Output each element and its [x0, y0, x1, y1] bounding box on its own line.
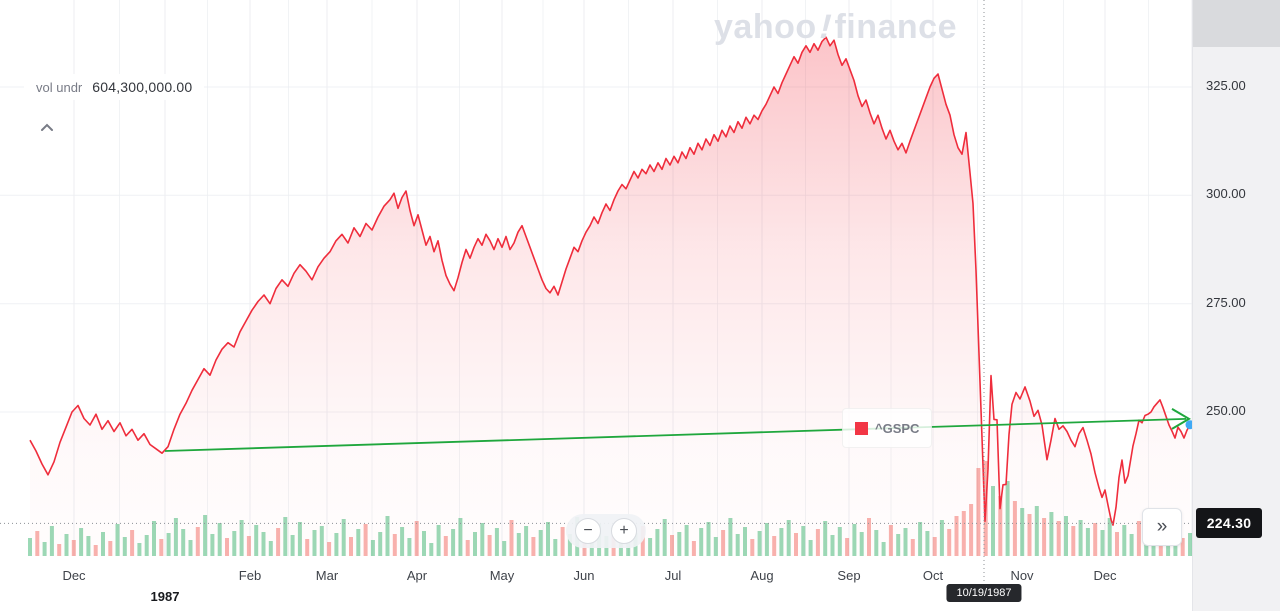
x-axis-label: Dec — [62, 568, 86, 583]
y-axis-label: 300.00 — [1206, 186, 1246, 202]
indicator-legend[interactable]: vol undr 604,300,000.00 — [24, 74, 205, 100]
scroll-to-latest-button[interactable]: » — [1142, 508, 1182, 546]
x-axis-label: Aug — [750, 568, 774, 583]
watermark-finance: finance — [834, 8, 957, 46]
x-axis-label: Dec — [1093, 568, 1117, 583]
current-price-dot — [1185, 420, 1192, 430]
double-chevron-right-icon: » — [1156, 516, 1168, 537]
series-marker-icon — [855, 421, 868, 435]
x-axis-label: May — [489, 568, 515, 583]
crosshair-price-badge: 224.30 — [1196, 508, 1262, 539]
time-axis[interactable]: Dec 1987 Feb Mar Apr May Jun Jul Aug Sep Oct Nov Dec — [0, 560, 1192, 611]
zoom-in-button[interactable]: + — [611, 518, 637, 544]
x-axis-label: Mar — [315, 568, 339, 583]
series-label-gspc[interactable]: ^GSPC — [842, 408, 933, 448]
minus-icon: − — [583, 522, 593, 539]
price-axis[interactable]: 224.30 325.00 300.00 275.00 250.00 — [1192, 0, 1280, 611]
crosshair-date-badge: 10/19/1987 — [946, 584, 1022, 602]
zoom-controls: − + — [566, 514, 646, 548]
yahoo-finance-watermark: yahoo!finance — [714, 8, 957, 47]
arrow-right-icon — [1171, 408, 1191, 430]
price-series — [29, 36, 1191, 556]
plus-icon: + — [619, 522, 629, 539]
indicator-name: vol undr — [36, 79, 83, 95]
trend-line-drawing[interactable] — [164, 408, 1191, 452]
x-axis-label: Oct — [922, 568, 944, 583]
x-axis-label: Feb — [238, 568, 262, 583]
x-axis-label: Jul — [664, 568, 682, 583]
y-axis-label: 275.00 — [1206, 294, 1246, 310]
y-axis-label: 325.00 — [1206, 78, 1246, 93]
collapse-indicator-button[interactable] — [38, 120, 56, 134]
series-symbol: ^GSPC — [875, 420, 920, 436]
y-axis-label: 250.00 — [1206, 403, 1246, 418]
x-axis-label: Nov — [1010, 568, 1034, 583]
x-axis-label: Sep — [837, 568, 861, 583]
indicator-value: 604,300,000.00 — [92, 79, 193, 95]
chevron-up-icon — [41, 123, 53, 131]
watermark-yahoo: yahoo — [714, 8, 817, 46]
x-axis-label: Jun — [573, 568, 595, 583]
x-axis-year-label: 1987 — [150, 589, 180, 604]
x-axis-label: Apr — [406, 568, 428, 583]
axis-corner — [1193, 0, 1280, 47]
zoom-out-button[interactable]: − — [575, 518, 601, 544]
